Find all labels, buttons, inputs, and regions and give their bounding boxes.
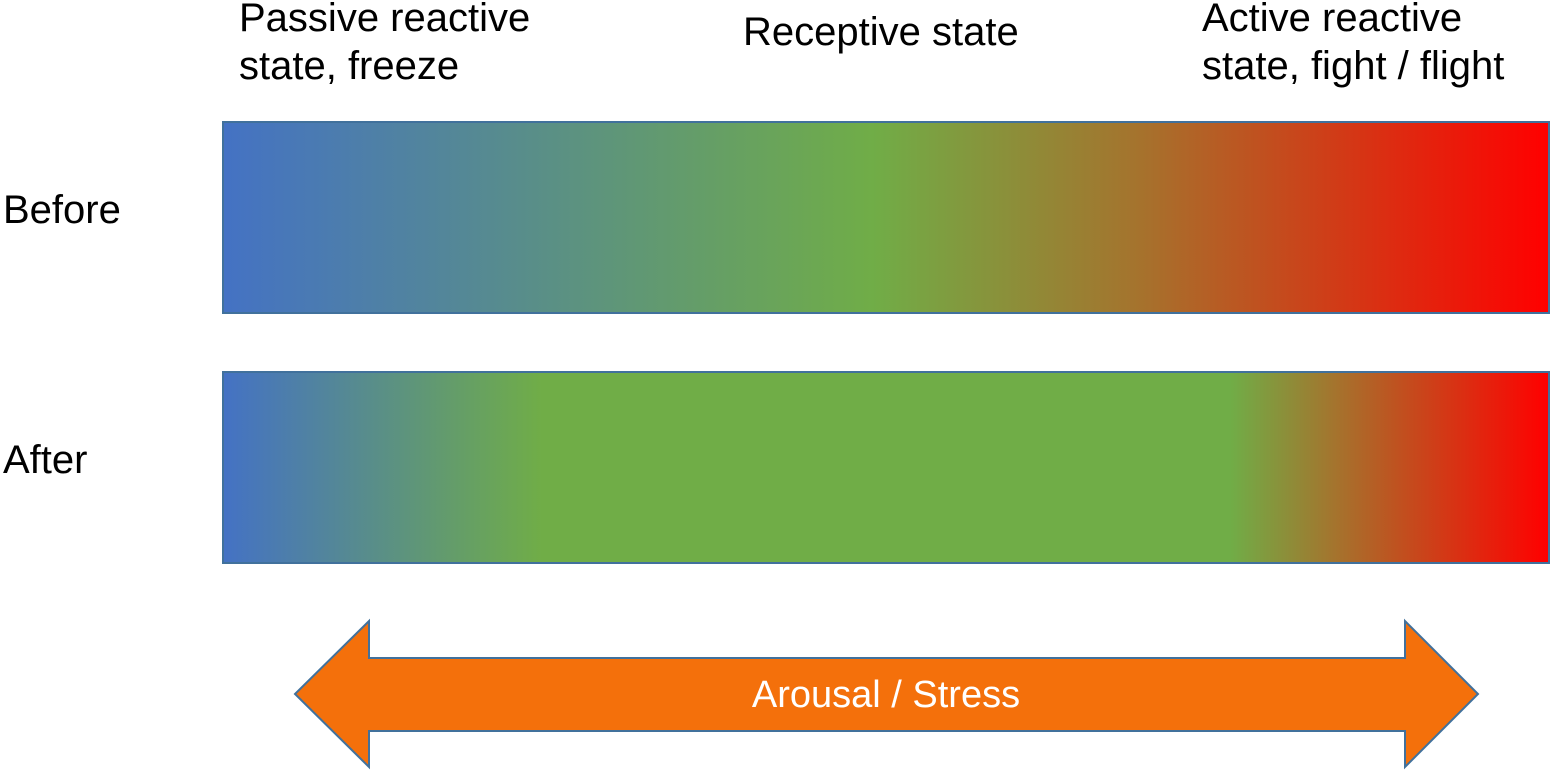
active-label-line-2: state, fight / flight: [1202, 44, 1505, 88]
after-row-label: After: [3, 438, 88, 482]
before-gradient-bar: [222, 121, 1550, 314]
active-label-line-1: Active reactive: [1202, 0, 1463, 40]
passive-reactive-state-label: Passive reactive state, freeze: [239, 0, 530, 90]
passive-label-line-1: Passive reactive: [239, 0, 531, 40]
before-row-label: Before: [3, 188, 121, 232]
receptive-state-label: Receptive state: [743, 10, 1019, 54]
after-gradient-bar: [222, 371, 1550, 564]
active-reactive-state-label: Active reactive state, fight / flight: [1202, 0, 1504, 90]
double-headed-arrow-shape: [293, 618, 1480, 770]
arousal-stress-label: Arousal / Stress: [751, 674, 1021, 716]
passive-label-line-2: state, freeze: [239, 44, 460, 88]
